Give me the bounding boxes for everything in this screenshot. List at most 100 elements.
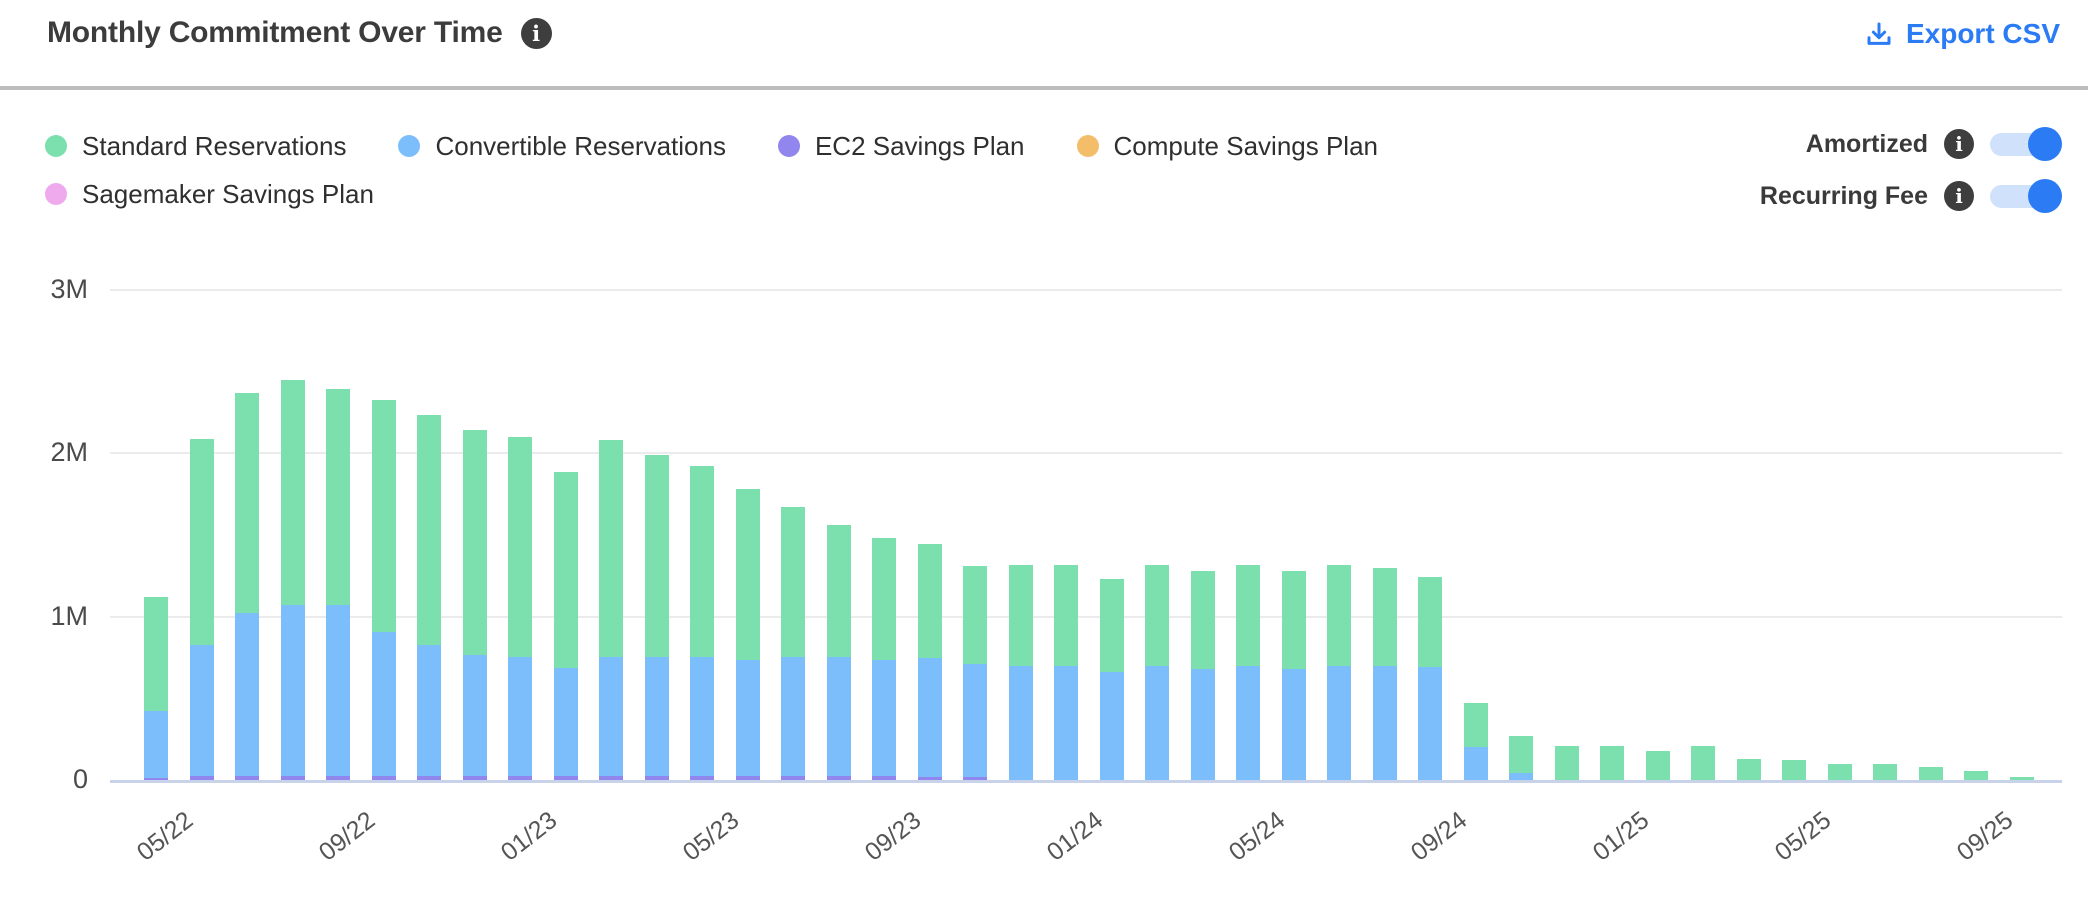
bar-12-24[interactable] (1554, 746, 1579, 780)
legend-label: Standard Reservations (82, 130, 347, 161)
bar-08-24[interactable] (1372, 568, 1397, 780)
legend-item-compute-savings-plan[interactable]: Compute Savings Plan (1076, 130, 1378, 162)
bar-06-22[interactable] (189, 439, 214, 780)
legend-dot (777, 135, 800, 157)
amortized-info-icon[interactable]: i (1944, 129, 1974, 159)
legend-item-standard-reservations[interactable]: Standard Reservations (45, 131, 346, 162)
legend-item-ec2-savings-plan[interactable]: EC2 Savings Plan (777, 130, 1025, 162)
bar-07-23[interactable] (781, 507, 805, 780)
legend-label: Compute Savings Plan (1113, 130, 1378, 161)
bar-09-24[interactable] (1418, 577, 1442, 780)
bar-09-25[interactable] (1964, 771, 1988, 780)
bar-02-25[interactable] (1645, 751, 1670, 780)
segment-standard-reservations (1691, 746, 1715, 780)
title-info-icon[interactable]: i (520, 17, 552, 49)
legend-dot (45, 183, 67, 205)
bar-12-22[interactable] (462, 430, 487, 780)
bar-11-23[interactable] (963, 566, 987, 780)
segment-convertible-reservations (917, 658, 942, 777)
bar-06-24[interactable] (1281, 571, 1306, 780)
bar-02-23[interactable] (553, 472, 578, 780)
segment-standard-reservations (1190, 571, 1215, 669)
bar-01-25[interactable] (1600, 746, 1624, 780)
amortized-toggle-switch[interactable] (1990, 126, 2062, 162)
segment-standard-reservations (1918, 767, 1943, 780)
bar-03-23[interactable] (599, 440, 623, 780)
bar-09-22[interactable] (326, 389, 350, 780)
legend-dot (398, 135, 421, 157)
legend-item-sagemaker-savings-plan[interactable]: Sagemaker Savings Plan (45, 179, 374, 210)
segment-convertible-reservations (1054, 666, 1078, 780)
segment-convertible-reservations (1281, 669, 1306, 780)
bar-11-24[interactable] (1509, 736, 1533, 780)
bar-05-24[interactable] (1236, 565, 1260, 780)
bar-01-23[interactable] (508, 437, 532, 780)
bar-11-22[interactable] (417, 415, 441, 780)
segment-convertible-reservations (462, 655, 487, 776)
segment-ec2-savings-plan (781, 776, 805, 780)
segment-convertible-reservations (690, 657, 714, 776)
toggle-knob (2028, 127, 2062, 161)
legend-label: Convertible Reservations (435, 130, 726, 161)
bar-09-23[interactable] (872, 538, 896, 780)
segment-convertible-reservations (781, 657, 805, 776)
bar-10-23[interactable] (917, 544, 942, 780)
gridline-2M (110, 452, 2062, 455)
segment-standard-reservations (1736, 759, 1761, 780)
bar-04-23[interactable] (644, 455, 669, 780)
x-tick-label-09-24: 09/24 (1405, 806, 1473, 867)
bar-10-25[interactable] (2009, 777, 2034, 780)
x-axis-line (110, 780, 2062, 783)
bar-08-23[interactable] (826, 525, 851, 780)
bar-03-24[interactable] (1145, 565, 1169, 780)
x-tick-label-09-25: 09/25 (1951, 806, 2019, 867)
recurring-fee-info-icon[interactable]: i (1944, 181, 1974, 211)
segment-standard-reservations (1054, 565, 1078, 666)
segment-standard-reservations (1145, 565, 1169, 666)
segment-convertible-reservations (235, 613, 259, 776)
segment-standard-reservations (963, 566, 987, 664)
bar-07-24[interactable] (1327, 565, 1351, 780)
toggle-label: Recurring Fee (1759, 181, 1928, 210)
recurring-fee-toggle-switch[interactable] (1990, 178, 2062, 214)
segment-standard-reservations (1645, 751, 1670, 780)
bar-03-25[interactable] (1691, 746, 1715, 780)
bar-10-24[interactable] (1463, 703, 1488, 780)
bar-04-25[interactable] (1736, 759, 1761, 780)
segment-standard-reservations (326, 389, 350, 605)
segment-standard-reservations (599, 440, 623, 657)
gridline-1M (110, 615, 2062, 618)
bar-06-23[interactable] (735, 489, 760, 780)
page-title: Monthly Commitment Over Time (47, 16, 503, 49)
segment-standard-reservations (690, 466, 714, 657)
bar-06-25[interactable] (1827, 764, 1852, 780)
bar-04-24[interactable] (1190, 571, 1215, 780)
segment-standard-reservations (144, 597, 168, 711)
legend-item-convertible-reservations[interactable]: Convertible Reservations (398, 130, 726, 162)
legend-label: Sagemaker Savings Plan (82, 178, 374, 209)
export-csv-button[interactable]: Export CSV (1864, 18, 2060, 50)
segment-convertible-reservations (872, 660, 896, 776)
segment-standard-reservations (1418, 577, 1442, 667)
legend-dot (1076, 135, 1099, 157)
segment-ec2-savings-plan (144, 778, 168, 780)
bar-02-24[interactable] (1099, 579, 1124, 780)
bar-05-23[interactable] (690, 466, 714, 780)
segment-ec2-savings-plan (189, 776, 214, 780)
toggle-row-recurring-fee: Recurring Fee i (1760, 174, 2062, 218)
legend-label: EC2 Savings Plan (814, 130, 1025, 161)
bar-07-22[interactable] (235, 393, 259, 780)
bar-12-23[interactable] (1008, 565, 1033, 780)
x-tick-label-09-23: 09/23 (859, 806, 927, 867)
bar-08-25[interactable] (1918, 767, 1943, 780)
bar-05-22[interactable] (144, 597, 168, 780)
bar-08-22[interactable] (280, 380, 305, 780)
segment-ec2-savings-plan (826, 776, 851, 780)
bar-10-22[interactable] (371, 400, 396, 780)
bar-01-24[interactable] (1054, 565, 1078, 780)
bar-05-25[interactable] (1782, 760, 1806, 780)
chart-legend: Standard Reservations Convertible Reserva… (45, 122, 1545, 218)
segment-convertible-reservations (1372, 666, 1397, 780)
bar-07-25[interactable] (1873, 764, 1897, 780)
